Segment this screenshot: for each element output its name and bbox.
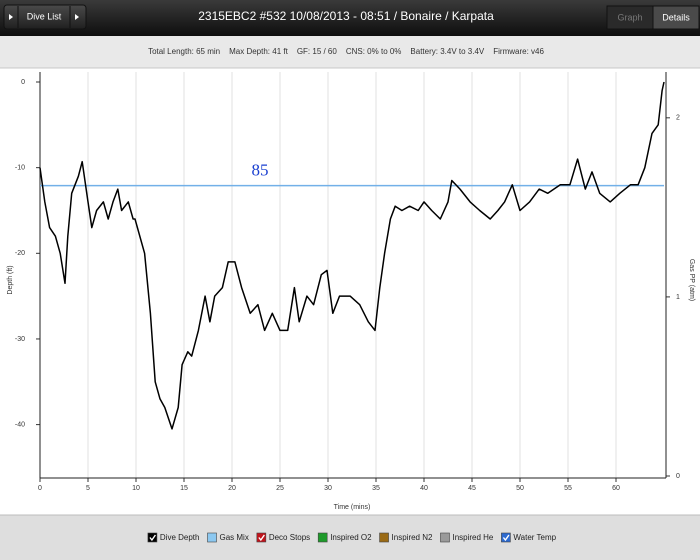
x-tick-label: 25	[276, 485, 284, 492]
tabs: Graph Details	[606, 5, 700, 30]
summary: Total Length: 65 min Max Depth: 41 ft GF: …	[148, 47, 544, 56]
legend-checkbox[interactable]	[440, 532, 450, 543]
summary-item: Battery: 3.4V to 3.4V	[410, 47, 484, 56]
y2-tick-label: 1	[676, 294, 680, 301]
summary-item: Total Length: 65 min	[148, 47, 220, 56]
plot: 0 5 10 15 20 25 30 35 40 45 50 55 60 0 -10 -20 -30 -40 0 1 2…	[7, 72, 695, 511]
x-tick-label: 20	[228, 485, 236, 492]
tab[interactable]	[652, 5, 700, 30]
tab-label[interactable]: Graph	[617, 12, 642, 22]
y-tick-label: -20	[15, 250, 25, 257]
legend-checkbox[interactable]	[256, 532, 267, 543]
y2-tick-label: 2	[676, 115, 680, 122]
x-tick-label: 50	[516, 485, 524, 492]
x-tick-label: 40	[420, 485, 428, 492]
y2-tick-label: 0	[676, 473, 680, 480]
summary-item: Max Depth: 41 ft	[229, 47, 288, 56]
x-tick-label: 30	[324, 485, 332, 492]
legend-label[interactable]: Inspired O2	[330, 533, 372, 542]
y2-axis-label: Gas PP (atm)	[688, 259, 695, 301]
legend-label[interactable]: Inspired N2	[392, 533, 433, 542]
y-tick-label: -40	[15, 421, 25, 428]
x-tick-label: 35	[372, 485, 380, 492]
dive-list-button[interactable]: Dive List	[3, 4, 87, 30]
legend-check[interactable]	[258, 534, 265, 542]
legend-label[interactable]: Water Temp	[513, 533, 556, 542]
legend-checkbox[interactable]	[317, 532, 328, 543]
legend-item[interactable]: Inspired O2	[317, 532, 372, 543]
legend-checkbox[interactable]	[379, 532, 389, 543]
legend-item[interactable]: Inspired N2	[379, 532, 433, 543]
legend-label[interactable]: Gas Mix	[219, 533, 248, 542]
x-tick-label: 55	[564, 485, 572, 492]
y-tick-label: 0	[21, 79, 25, 86]
legend: Dive Depth Gas Mix Deco Stops Inspired O2 In…	[147, 532, 557, 543]
legend-item[interactable]: Water Temp	[501, 532, 557, 543]
summary-item: Firmware: v46	[493, 47, 544, 56]
summary-bar	[0, 36, 700, 68]
summary-item: CNS: 0% to 0%	[346, 47, 402, 56]
x-tick-label: 0	[38, 485, 42, 492]
legend-label[interactable]: Dive Depth	[160, 533, 200, 542]
x-tick-label: 5	[86, 485, 90, 492]
y-axis-label: Depth (ft)	[7, 265, 14, 294]
legend-checkbox[interactable]	[207, 532, 217, 543]
y-tick-label: -10	[15, 164, 25, 171]
x-tick-label: 60	[612, 485, 620, 492]
legend-checkbox[interactable]	[147, 532, 158, 543]
legend-checkbox[interactable]	[501, 532, 511, 543]
legend-item[interactable]: Dive Depth	[147, 532, 200, 543]
water-temp-label: 85	[252, 161, 269, 180]
toolbar	[0, 0, 700, 36]
legend-item[interactable]: Inspired He	[440, 532, 494, 543]
x-axis-label: Time (mins)	[334, 504, 371, 511]
dive-title: 2315EBC2 #532 10/08/2013 - 08:51 / Bonai…	[198, 9, 494, 23]
x-tick-label: 15	[180, 485, 188, 492]
legend-check[interactable]	[149, 534, 156, 542]
tab-label[interactable]: Details	[662, 12, 690, 22]
depth-line	[39, 81, 665, 430]
summary-item: GF: 15 / 60	[297, 47, 338, 56]
y-tick-label: -30	[15, 336, 25, 343]
legend-item[interactable]: Gas Mix	[207, 532, 249, 543]
legend-item[interactable]: Deco Stops	[256, 532, 310, 543]
dive-list-label[interactable]: Dive List	[27, 11, 62, 21]
x-tick-label: 10	[132, 485, 140, 492]
legend-label[interactable]: Deco Stops	[269, 533, 310, 542]
legend-check[interactable]	[502, 534, 510, 542]
legend-bar	[0, 515, 700, 560]
legend-label[interactable]: Inspired He	[452, 533, 493, 542]
x-tick-label: 45	[468, 485, 476, 492]
